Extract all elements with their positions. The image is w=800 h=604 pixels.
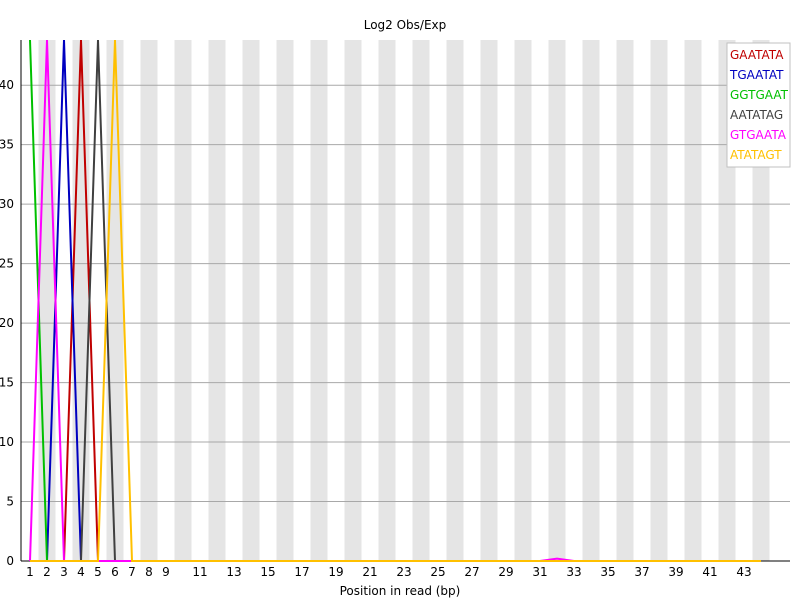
band-12 [208, 40, 226, 561]
x-tick-label: 41 [702, 565, 717, 579]
x-tick-label: 35 [600, 565, 615, 579]
x-tick-label: 4 [77, 565, 85, 579]
x-tick-label: 7 [128, 565, 136, 579]
y-tick-label: 5 [6, 495, 14, 509]
y-axis-ticks: 0 5 10 15 20 25 30 35 40 [0, 78, 14, 568]
y-tick-label: 0 [6, 554, 14, 568]
band-34 [582, 40, 600, 561]
x-tick-label: 21 [362, 565, 377, 579]
x-axis-label: Position in read (bp) [340, 584, 461, 598]
x-tick-label: 8 [145, 565, 153, 579]
band-18 [310, 40, 328, 561]
x-tick-label: 3 [60, 565, 68, 579]
horizontal-gridlines [21, 84, 790, 503]
band-8 [140, 40, 158, 561]
x-tick-label: 25 [430, 565, 445, 579]
legend-entry-AATATAG: AATATAG [730, 108, 783, 122]
band-44 [752, 40, 770, 561]
legend-entry-GAATATA: GAATATA [730, 48, 784, 62]
y-tick-label: 20 [0, 316, 14, 330]
legend-entry-TGAATAT: TGAATAT [729, 68, 784, 82]
band-14 [242, 40, 260, 561]
band-26 [446, 40, 464, 561]
y-tick-label: 15 [0, 376, 14, 390]
x-tick-label: 27 [464, 565, 479, 579]
y-tick-label: 30 [0, 197, 14, 211]
x-axis-ticks: 1 2 3 4 5 6 7 8 9 11 13 15 17 19 21 23 25 27 29 31 33 35 37 39 4… [26, 565, 751, 579]
x-tick-label: 23 [396, 565, 411, 579]
legend-entry-ATATAGT: ATATAGT [730, 148, 782, 162]
chart-title: Log2 Obs/Exp [364, 18, 447, 32]
band-20 [344, 40, 362, 561]
band-6 [106, 40, 124, 561]
x-tick-label: 33 [566, 565, 581, 579]
x-tick-label: 11 [192, 565, 207, 579]
series-lines [29, 39, 761, 562]
x-tick-label: 39 [668, 565, 683, 579]
alternating-bands [38, 40, 770, 561]
band-28 [480, 40, 498, 561]
axes [20, 40, 790, 562]
legend-entry-GTGAATA: GTGAATA [730, 128, 787, 142]
x-tick-label: 2 [43, 565, 51, 579]
x-tick-label: 13 [226, 565, 241, 579]
y-tick-label: 10 [0, 435, 14, 449]
band-4 [72, 40, 90, 561]
x-tick-label: 37 [634, 565, 649, 579]
x-tick-label: 1 [26, 565, 34, 579]
band-22 [378, 40, 396, 561]
legend-box [726, 42, 791, 168]
band-10 [174, 40, 192, 561]
band-40 [684, 40, 702, 561]
x-tick-label: 19 [328, 565, 343, 579]
x-tick-label: 9 [162, 565, 170, 579]
x-tick-label: 17 [294, 565, 309, 579]
x-tick-label: 31 [532, 565, 547, 579]
y-tick-label: 35 [0, 138, 14, 152]
band-36 [616, 40, 634, 561]
x-tick-label: 6 [111, 565, 119, 579]
y-tick-label: 25 [0, 257, 14, 271]
band-2 [38, 40, 56, 561]
x-tick-label: 5 [94, 565, 102, 579]
band-42 [718, 40, 736, 561]
legend-entry-GGTGAAT: GGTGAAT [730, 88, 789, 102]
band-24 [412, 40, 430, 561]
x-tick-label: 43 [736, 565, 751, 579]
y-tick-label: 40 [0, 78, 14, 92]
band-32 [548, 40, 566, 561]
band-38 [650, 40, 668, 561]
x-tick-label: 29 [498, 565, 513, 579]
x-tick-label: 15 [260, 565, 275, 579]
band-30 [514, 40, 532, 561]
series-line-ATATAGT [30, 39, 761, 562]
legend: GAATATA TGAATAT GGTGAAT AATATAG GTGAATA ATATA… [726, 42, 791, 168]
band-16 [276, 40, 294, 561]
